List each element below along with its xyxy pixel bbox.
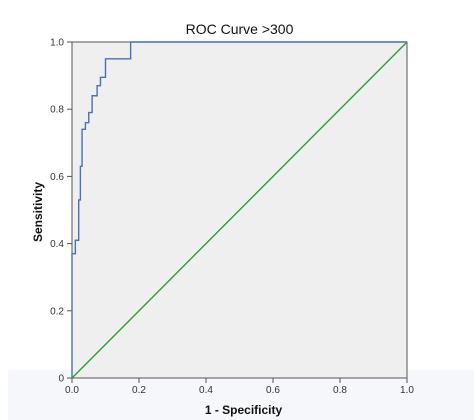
reference-diagonal-line bbox=[71, 41, 408, 379]
chart-title: ROC Curve >300 bbox=[186, 21, 294, 37]
x-axis-title: 1 - Specificity bbox=[205, 403, 283, 417]
y-axis-title: Sensitivity bbox=[31, 182, 45, 242]
x-tick-label: 0.2 bbox=[132, 385, 146, 396]
y-tick-label: 0.2 bbox=[50, 306, 64, 317]
y-tick-label: 1.0 bbox=[50, 38, 64, 49]
y-tick-label: 0.4 bbox=[50, 239, 64, 250]
roc-curve-line bbox=[71, 41, 407, 378]
x-tick-label: 0.0 bbox=[65, 385, 79, 396]
x-tick-label: 0.6 bbox=[266, 385, 280, 396]
y-tick-label: 0.8 bbox=[50, 105, 64, 116]
x-tick-label: 0.4 bbox=[199, 385, 213, 396]
y-tick-label: 0 bbox=[58, 374, 64, 385]
x-tick-label: 1.0 bbox=[400, 385, 414, 396]
series-layer bbox=[71, 41, 408, 379]
y-tick-label: 0.6 bbox=[50, 172, 64, 183]
x-tick-label: 0.8 bbox=[333, 385, 347, 396]
x-axis-ticks: 0.0 0.2 0.4 0.6 0.8 1.0 bbox=[65, 378, 414, 396]
y-axis-ticks: 0 0.2 0.4 0.6 0.8 1.0 bbox=[50, 38, 72, 385]
